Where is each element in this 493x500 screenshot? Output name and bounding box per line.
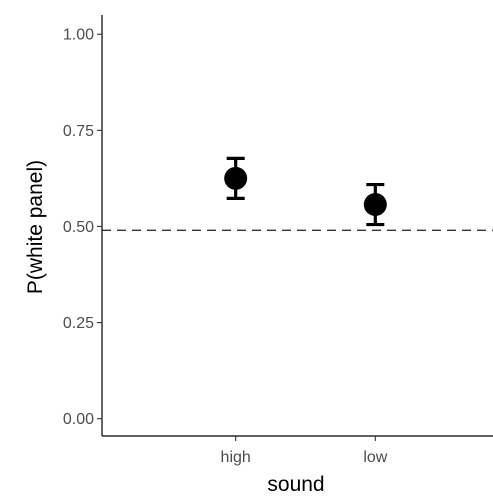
x-tick-label-high: high [221, 449, 251, 466]
y-tick-label: 0.25 [63, 315, 94, 332]
y-tick-label: 0.50 [63, 219, 94, 236]
y-tick-label: 0.00 [63, 411, 94, 428]
marks-layer [224, 156, 387, 227]
y-tick-label: 0.75 [63, 123, 94, 140]
x-tick-label-low: low [363, 449, 387, 466]
data-point-high [224, 166, 248, 190]
ticks-layer: 0.00 0.25 0.50 0.75 1.00 high low [63, 27, 388, 466]
y-tick-label: 1.00 [63, 27, 94, 44]
axes-layer [101, 15, 493, 437]
data-point-low [363, 193, 387, 217]
y-axis-title: P(white panel) [24, 160, 47, 294]
x-axis-title: sound [267, 473, 324, 495]
